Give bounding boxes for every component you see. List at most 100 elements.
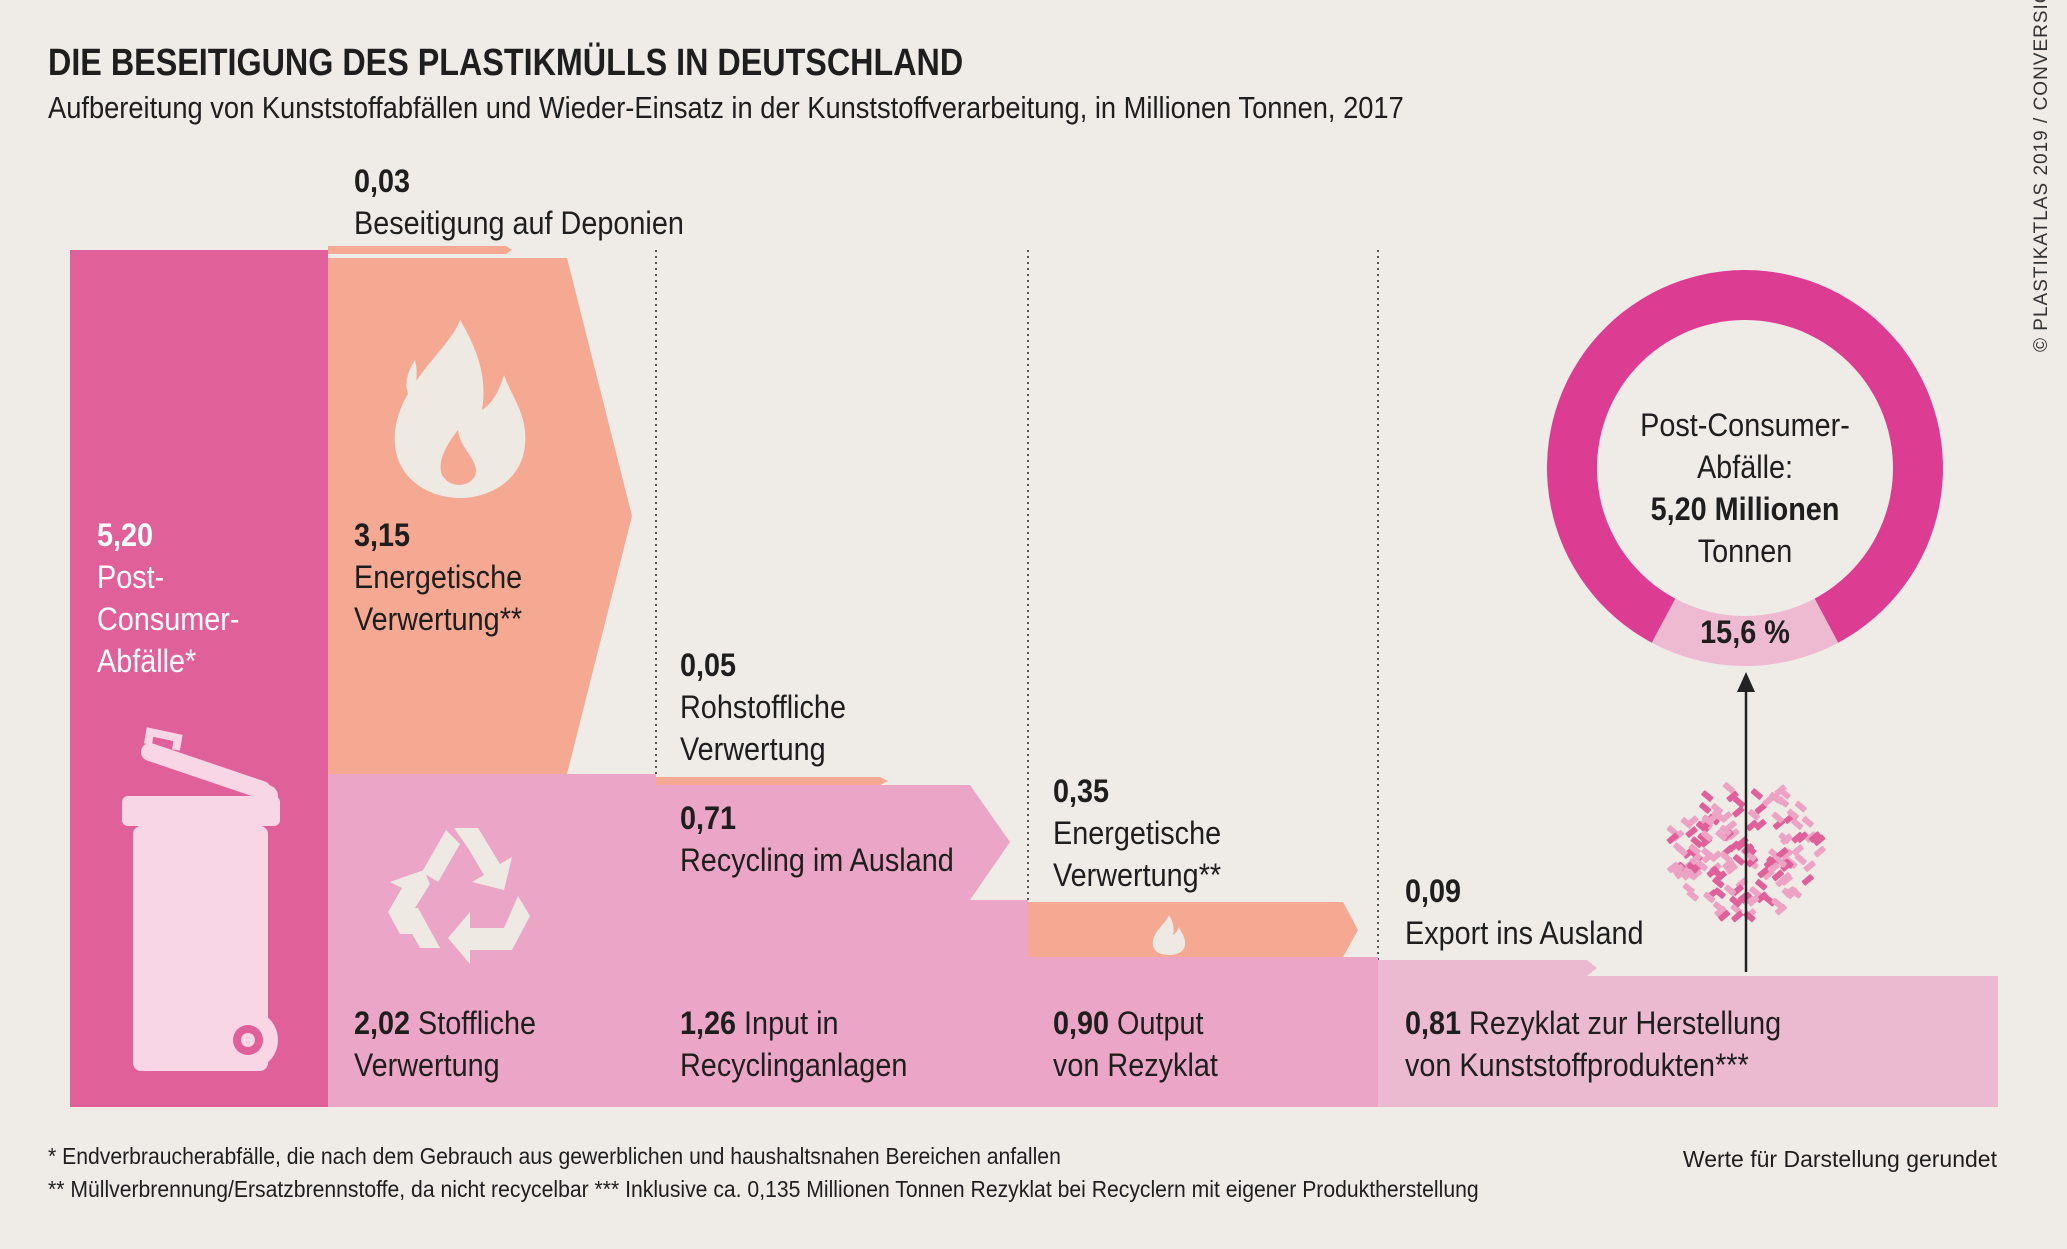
pellet	[1749, 886, 1762, 898]
pellet	[1682, 882, 1695, 895]
pellet	[1801, 874, 1814, 886]
pellet	[1719, 811, 1733, 823]
pellet	[1703, 891, 1716, 904]
pellet	[1672, 863, 1685, 876]
pellet	[1689, 868, 1703, 881]
pellet	[1791, 844, 1804, 856]
pellet	[1690, 836, 1703, 848]
pellet	[1695, 820, 1709, 833]
pellet	[1715, 829, 1728, 842]
pellet	[1757, 866, 1770, 879]
output-bar	[1028, 957, 1378, 1107]
rounding-note: Werte für Darstellung gerundet	[1682, 1146, 1997, 1172]
pellet	[1750, 788, 1763, 800]
pellet	[1771, 897, 1784, 910]
pellet	[1755, 878, 1768, 891]
small-flame-icon	[1152, 915, 1186, 955]
donut-chart	[1547, 270, 1943, 667]
pellet	[1722, 858, 1735, 870]
pellet	[1722, 782, 1735, 794]
pellet	[1813, 834, 1826, 847]
pellet	[1667, 861, 1680, 874]
pellet	[1680, 817, 1693, 829]
footnote-1: * Endverbraucherabfälle, die nach dem Ge…	[48, 1143, 1061, 1169]
donut-highlight-label: 15,6 %	[1700, 614, 1790, 650]
pellet	[1778, 832, 1791, 844]
pellets-icon	[1666, 782, 1826, 923]
label-output: 0,90 Output von Rezyklat	[1053, 1005, 1218, 1083]
bin-lid	[122, 796, 280, 826]
pellet	[1794, 800, 1807, 813]
pellet	[1729, 895, 1742, 908]
label-rezyklat: 0,81 Rezyklat zur Herstellung von Kunsts…	[1405, 1005, 1782, 1083]
pellet	[1685, 826, 1698, 838]
donut-slice-rezyklat	[1651, 598, 1839, 667]
rezyklat-bar	[1378, 976, 1998, 1107]
label-ausland: 0,71 Recycling im Ausland	[680, 800, 954, 878]
label-export: 0,09 Export ins Ausland	[1405, 873, 1644, 951]
label-input: 1,26 Input in Recyclinganlagen	[680, 1005, 908, 1083]
pellet	[1747, 809, 1761, 821]
pellet	[1771, 869, 1785, 882]
pellet	[1786, 808, 1800, 821]
pellet	[1712, 901, 1726, 913]
energetisch-2-flow	[1028, 902, 1358, 957]
pellet	[1776, 847, 1789, 859]
pellet	[1673, 842, 1686, 854]
label-energetisch-2: 0,35 Energetische Verwertung**	[1053, 773, 1222, 893]
flame-icon	[394, 320, 526, 498]
page-subtitle: Aufbereitung von Kunststoffabfällen und …	[48, 90, 1404, 125]
pellet	[1745, 819, 1759, 832]
pellet	[1666, 832, 1679, 845]
pellet	[1681, 869, 1695, 881]
pellet	[1712, 876, 1725, 889]
pellet	[1698, 802, 1712, 814]
pellet	[1780, 848, 1793, 861]
pellet	[1774, 903, 1788, 916]
pellet	[1763, 895, 1776, 907]
pellet	[1774, 856, 1788, 868]
pellet	[1726, 790, 1739, 803]
pellet	[1701, 851, 1715, 864]
pellet	[1733, 796, 1746, 809]
label-energetisch-1: 3,15 Energetische Verwertung**	[354, 517, 523, 637]
energetisch-1-flow	[328, 258, 632, 774]
rohstofflich-flow	[656, 777, 888, 785]
input-bar	[656, 900, 1028, 1107]
footnote-2: ** Müllverbrennung/Ersatzbrennstoffe, da…	[48, 1176, 1479, 1202]
export-flow	[1378, 960, 1597, 976]
bin-handle	[144, 727, 183, 751]
bin-open-lid	[141, 743, 271, 799]
pellet	[1689, 852, 1702, 865]
label-post-consumer: 5,20 Post- Consumer- Abfälle*	[97, 517, 240, 679]
recycle-icon	[388, 828, 530, 964]
pellet	[1772, 793, 1785, 805]
pellet	[1803, 860, 1816, 873]
pellet	[1771, 811, 1784, 824]
trash-bin-icon	[122, 727, 280, 1071]
pellet	[1719, 824, 1732, 837]
pellet	[1723, 884, 1737, 897]
deponie-flow	[328, 246, 512, 254]
label-rohstofflich: 0,05 Rohstoffliche Verwertung	[680, 647, 846, 767]
pellet	[1718, 909, 1731, 922]
pellet	[1767, 862, 1780, 874]
pellet	[1710, 803, 1724, 815]
pellet	[1701, 790, 1714, 802]
pellet	[1762, 794, 1775, 807]
pellet	[1732, 854, 1746, 866]
label-deponie: 0,03 Beseitigung auf Deponien	[354, 163, 684, 241]
pellet	[1732, 806, 1745, 818]
bin-lid-hinge	[256, 785, 278, 807]
pellet	[1779, 872, 1792, 884]
pellet	[1744, 843, 1757, 856]
pellet	[1794, 853, 1807, 866]
pellet	[1695, 859, 1708, 872]
pellet	[1731, 910, 1744, 923]
pellet	[1754, 818, 1767, 831]
pellet	[1754, 802, 1767, 815]
pellet	[1778, 787, 1791, 800]
page-title: DIE BESEITIGUNG DES PLASTIKMÜLLS IN DEUT…	[48, 42, 964, 84]
pellet	[1713, 887, 1726, 899]
